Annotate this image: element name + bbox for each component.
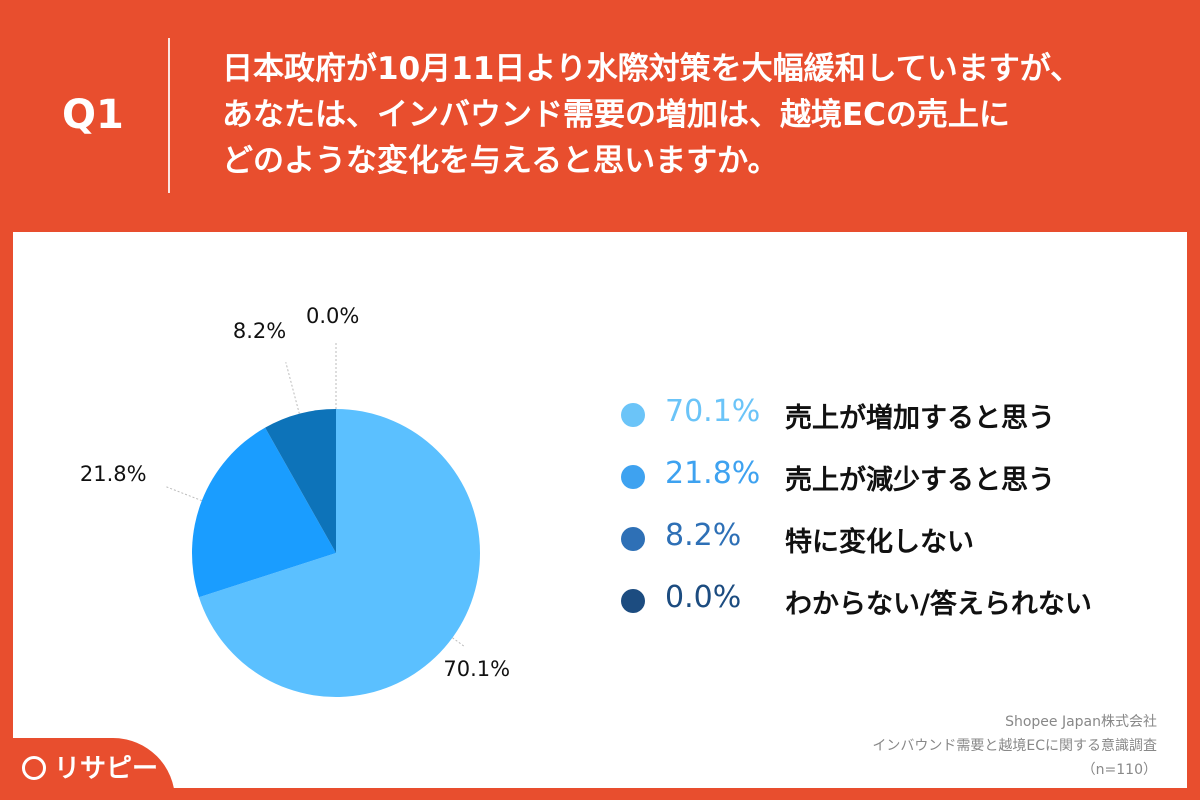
pie-data-label: 70.1% [443, 657, 511, 681]
pie-data-label: 0.0% [306, 303, 360, 328]
pie-data-label: 8.2% [232, 319, 287, 344]
chart-panel: 70.1% 21.8% 8.2% 0.0% 70.1% 売上が増加すると思う 21.8… [13, 232, 1187, 788]
legend-dot-icon [621, 465, 645, 489]
legend-value: 0.0% [665, 580, 742, 615]
logo-text: リサピー [54, 754, 159, 784]
legend-label: 売上が減少すると思う [785, 465, 1055, 496]
legend-label: 特に変化しない [785, 527, 974, 558]
source-sample: （n=110） [1081, 762, 1157, 778]
legend-value: 8.2% [665, 518, 742, 553]
question-line-1: 日本政府が10月11日より水際対策を大幅緩和していますが、 [222, 51, 1082, 87]
question-line-3: どのような変化を与えると思いますか。 [222, 143, 779, 179]
logo: リサピー [22, 748, 158, 785]
slice-decrease [191, 427, 336, 598]
leader-line [165, 486, 203, 502]
leader-line [452, 637, 465, 647]
question-line-2: あなたは、インバウンド需要の増加は、越境ECの売上に [222, 97, 1010, 133]
leader-line [285, 362, 300, 414]
slice-increase [198, 409, 481, 697]
question-header: Q1 日本政府が10月11日より水際対策を大幅緩和していますが、 あなたは、イン… [0, 0, 1200, 232]
pie-data-label: 21.8% [79, 462, 147, 487]
source-company: Shopee Japan株式会社 [1005, 714, 1157, 730]
question-text: 日本政府が10月11日より水際対策を大幅緩和していますが、 あなたは、インバウン… [222, 46, 1182, 184]
question-number: Q1 [62, 92, 124, 138]
slice-no-change [265, 409, 336, 553]
pie-chart [165, 341, 481, 697]
header-divider [168, 38, 170, 193]
pin-icon [22, 755, 46, 780]
legend-value: 21.8% [665, 456, 761, 491]
legend-label: 売上が増加すると思う [785, 403, 1055, 434]
legend-dot-icon [621, 403, 645, 427]
legend-value: 70.1% [665, 394, 761, 429]
source-survey: インバウンド需要と越境ECに関する意識調査 [872, 738, 1157, 754]
legend-dot-icon [621, 527, 645, 551]
legend-label: わからない/答えられない [785, 589, 1092, 620]
source-note: Shopee Japan株式会社 インバウンド需要と越境ECに関する意識調査 （… [872, 710, 1157, 782]
legend-dot-icon [621, 589, 645, 613]
